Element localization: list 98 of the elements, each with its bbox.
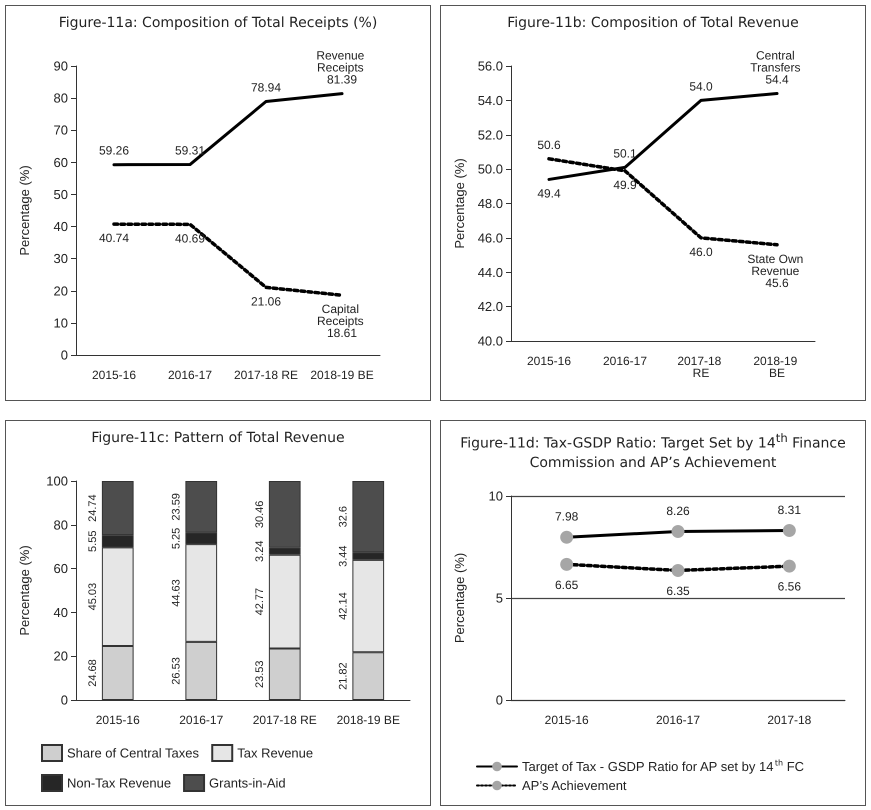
data-label: 40.69 xyxy=(174,231,206,246)
y-tick-label: 20 xyxy=(54,283,68,298)
y-tick-label: 52.0 xyxy=(478,127,503,142)
series-label: Capital Receipts xyxy=(316,302,368,328)
y-tick-label: 50.0 xyxy=(478,162,503,177)
data-label: 23.53 xyxy=(254,660,266,688)
data-label: 32.6 xyxy=(337,506,350,528)
x-tick-label: 2017-18 xyxy=(767,713,812,727)
data-label: 8.31 xyxy=(778,502,802,517)
y-tick-label: 0 xyxy=(60,692,68,708)
data-label: 24.68 xyxy=(86,659,99,687)
x-tick-label: 2017-18 RE xyxy=(234,368,298,382)
y-tick-label: 48.0 xyxy=(478,196,503,211)
x-tick-label: 2018-19 BE xyxy=(753,354,801,380)
data-label: 42.77 xyxy=(254,588,266,616)
y-tick-label: 80 xyxy=(54,517,68,532)
data-label: 54.4 xyxy=(765,72,789,86)
data-label: 26.53 xyxy=(170,657,182,685)
y-tick-label: 5 xyxy=(496,590,503,606)
y-tick-label: 0 xyxy=(496,692,503,708)
data-label: 30.46 xyxy=(254,500,266,528)
data-label: 23.59 xyxy=(170,493,182,521)
x-tick-label: 2018-19 BE xyxy=(336,713,400,727)
y-axis-title: Percentage (%) xyxy=(452,552,467,644)
data-label: 6.56 xyxy=(778,580,802,594)
data-label: 44.63 xyxy=(170,579,182,607)
x-tick-label: 2015-16 xyxy=(92,368,136,382)
x-tick-label: 2016-17 xyxy=(602,354,648,368)
y-tick-label: 100 xyxy=(46,474,68,488)
y-tick-label: 56.0 xyxy=(478,58,503,74)
y-tick-label: 54.0 xyxy=(478,92,503,108)
legend-label: AP’s Achievement xyxy=(522,778,627,793)
y-tick-label: 70 xyxy=(54,122,68,138)
data-label: 78.94 xyxy=(250,80,282,95)
legend-label: Grants-in-Aid xyxy=(209,776,286,790)
y-tick-label: 20 xyxy=(54,648,68,664)
x-tick-label: 2017-18 RE xyxy=(252,713,317,727)
y-tick-label: 10 xyxy=(54,315,68,330)
y-axis-title: Percentage (%) xyxy=(17,545,32,636)
y-tick-label: 80 xyxy=(54,90,68,106)
y-tick-label: 44.0 xyxy=(478,264,503,280)
y-tick-label: 90 xyxy=(54,58,68,74)
data-label: 49.4 xyxy=(537,186,561,200)
data-label: 46.0 xyxy=(689,244,713,259)
data-label: 40.74 xyxy=(98,231,130,246)
data-label: 3.44 xyxy=(337,545,350,567)
data-label: 45.03 xyxy=(86,582,99,610)
chart-title: Figure-11b: Composition of Total Revenue xyxy=(506,14,800,33)
y-tick-label: 10 xyxy=(488,488,503,504)
y-tick-label: 40 xyxy=(54,219,68,234)
y-tick-label: 46.0 xyxy=(478,230,503,246)
data-label: 54.0 xyxy=(689,79,713,94)
x-tick-label: 2016-17 xyxy=(656,713,700,727)
data-label: 45.6 xyxy=(765,276,789,290)
data-label: 6.65 xyxy=(554,578,579,592)
data-label: 24.74 xyxy=(86,494,99,522)
x-tick-label: 2018-19 BE xyxy=(310,368,374,382)
data-label: 59.31 xyxy=(174,144,206,158)
x-tick-label: 2017-18 RE xyxy=(677,354,725,380)
data-label: 5.25 xyxy=(170,528,182,550)
data-label: 6.35 xyxy=(666,584,690,598)
y-tick-label: 0 xyxy=(60,348,68,362)
data-label: 49.9 xyxy=(613,178,637,192)
x-tick-label: 2016-17 xyxy=(179,713,224,727)
data-label: 42.14 xyxy=(337,592,350,620)
data-label: 7.98 xyxy=(554,510,579,524)
series-label: Revenue Receipts xyxy=(316,48,368,75)
chart-title: Figure-11a: Composition of Total Receipts (%) xyxy=(58,14,378,33)
y-tick-label: 60 xyxy=(54,154,68,170)
y-tick-label: 42.0 xyxy=(478,299,503,314)
data-label: 59.26 xyxy=(98,144,130,158)
data-label: 21.82 xyxy=(337,662,350,690)
y-axis-title: Percentage (%) xyxy=(452,158,467,249)
chart-title: Figure-11d: Tax-GSDP Ratio: Target Set by 14$^{th}$ Finance Commission and AP’s Achievement xyxy=(459,430,847,473)
x-tick-label: 2015-16 xyxy=(544,713,590,727)
y-tick-label: 40.0 xyxy=(478,334,503,348)
y-tick-label: 30 xyxy=(54,251,68,266)
data-label: 21.06 xyxy=(250,294,282,308)
legend-label: Tax Revenue xyxy=(237,746,314,760)
chart-title: Figure-11c: Pattern of Total Revenue xyxy=(90,429,346,448)
x-tick-label: 2016-17 xyxy=(168,368,212,382)
legend-label: Non-Tax Revenue xyxy=(67,776,172,790)
y-tick-label: 50 xyxy=(54,186,68,202)
data-label: 5.55 xyxy=(86,530,99,552)
data-label: 50.1 xyxy=(613,146,637,160)
data-label: 8.26 xyxy=(666,504,690,518)
series-label: State Own Revenue xyxy=(747,252,807,278)
data-label: 50.6 xyxy=(537,138,561,152)
data-label: 3.24 xyxy=(254,540,266,562)
series-label: Central Transfers xyxy=(750,48,804,74)
y-axis-title: Percentage (%) xyxy=(17,165,32,256)
data-label: 18.61 xyxy=(326,326,358,340)
y-tick-label: 40 xyxy=(54,604,68,620)
y-tick-label: 60 xyxy=(54,561,68,576)
x-tick-label: 2015-16 xyxy=(526,354,572,368)
legend-label: Share of Central Taxes xyxy=(67,746,200,760)
data-label: 81.39 xyxy=(326,72,358,87)
x-tick-label: 2015-16 xyxy=(96,713,140,727)
